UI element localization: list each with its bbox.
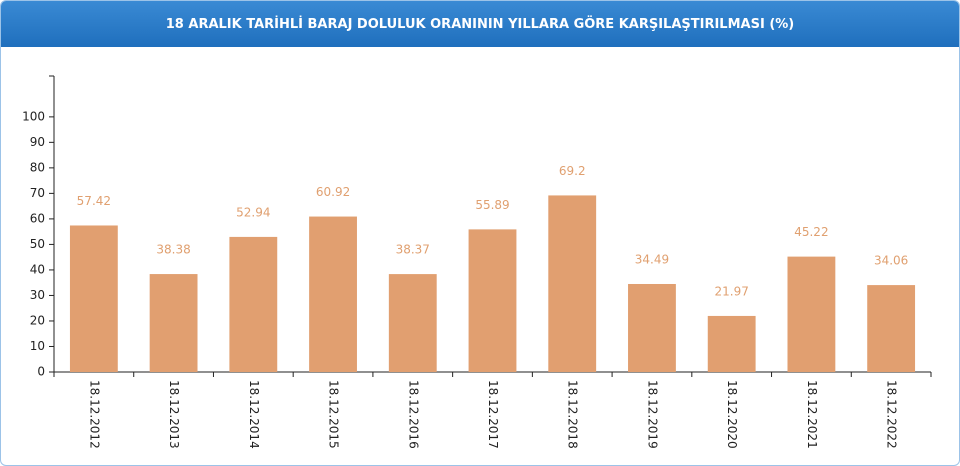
value-label: 21.97 (715, 284, 749, 298)
value-label: 57.42 (77, 194, 111, 208)
y-tick-label: 60 (30, 211, 45, 225)
bar (229, 236, 278, 372)
value-label: 45.22 (794, 225, 828, 239)
value-label: 52.94 (236, 205, 270, 219)
x-tick-label: 18.12.2020 (725, 380, 739, 449)
y-tick-label: 100 (22, 109, 45, 123)
bar (628, 283, 676, 372)
y-tick-label: 0 (37, 365, 45, 379)
x-tick-label: 18.12.2021 (805, 380, 819, 449)
y-tick-label: 30 (30, 288, 45, 302)
bar (707, 315, 756, 372)
x-tick-label: 18.12.2014 (247, 380, 261, 449)
x-tick-label: 18.12.2012 (87, 380, 101, 449)
y-tick-label: 70 (30, 186, 45, 200)
y-tick-label: 20 (30, 313, 45, 327)
value-label: 55.89 (475, 198, 509, 212)
bar (149, 274, 198, 372)
bar (468, 229, 517, 372)
x-tick-label: 18.12.2015 (327, 380, 341, 449)
value-label: 38.38 (156, 243, 190, 257)
x-tick-label: 18.12.2013 (167, 380, 181, 449)
bar (388, 274, 437, 372)
x-tick-label: 18.12.2017 (486, 380, 500, 449)
y-tick-label: 50 (30, 237, 45, 251)
bar (867, 285, 916, 372)
x-tick-label: 18.12.2016 (406, 380, 420, 449)
y-tick-label: 80 (30, 160, 45, 174)
y-tick-label: 90 (30, 135, 45, 149)
bar (548, 195, 597, 372)
x-tick-label: 18.12.2019 (645, 380, 659, 449)
value-label: 60.92 (316, 185, 350, 199)
y-tick-label: 40 (30, 262, 45, 276)
value-label: 34.49 (635, 252, 669, 266)
bar (309, 216, 357, 372)
value-label: 69.2 (559, 164, 586, 178)
x-tick-label: 18.12.2018 (566, 380, 580, 449)
value-label: 34.06 (874, 254, 908, 268)
x-tick-label: 18.12.2022 (885, 380, 899, 449)
bar (69, 225, 118, 372)
y-tick-label: 10 (30, 339, 45, 353)
value-label: 38.37 (396, 243, 430, 257)
chart-title: 18 ARALIK TARİHLİ BARAJ DOLULUK ORANININ… (1, 1, 959, 47)
bar (787, 256, 836, 372)
